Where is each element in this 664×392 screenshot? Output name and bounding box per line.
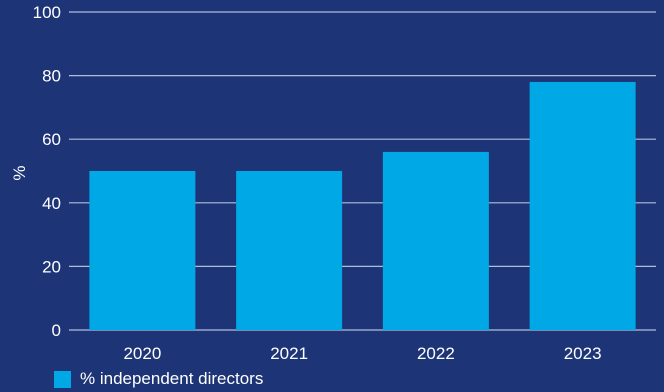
x-tick-label: 2020 <box>123 344 161 363</box>
y-tick-label: 0 <box>52 321 61 340</box>
y-tick-label: 60 <box>42 130 61 149</box>
x-tick-label: 2022 <box>417 344 455 363</box>
x-tick-labels: 2020 2021 2022 2023 <box>123 344 601 363</box>
bar-2023 <box>529 81 636 331</box>
y-axis-label: % <box>10 165 29 180</box>
legend-label: % independent directors <box>80 369 264 388</box>
y-tick-label: 100 <box>33 3 61 22</box>
y-tick-label: 20 <box>42 257 61 276</box>
x-tick-label: 2023 <box>564 344 602 363</box>
y-tick-labels: 0 20 40 60 80 100 <box>33 3 61 340</box>
bar-2020 <box>89 171 196 330</box>
bars <box>89 81 636 331</box>
bar-2021 <box>236 171 343 330</box>
legend: % independent directors <box>54 369 263 389</box>
y-tick-label: 40 <box>42 194 61 213</box>
x-tick-label: 2021 <box>270 344 308 363</box>
legend-swatch <box>54 370 71 388</box>
bar-2022 <box>382 151 489 330</box>
y-tick-label: 80 <box>42 67 61 86</box>
